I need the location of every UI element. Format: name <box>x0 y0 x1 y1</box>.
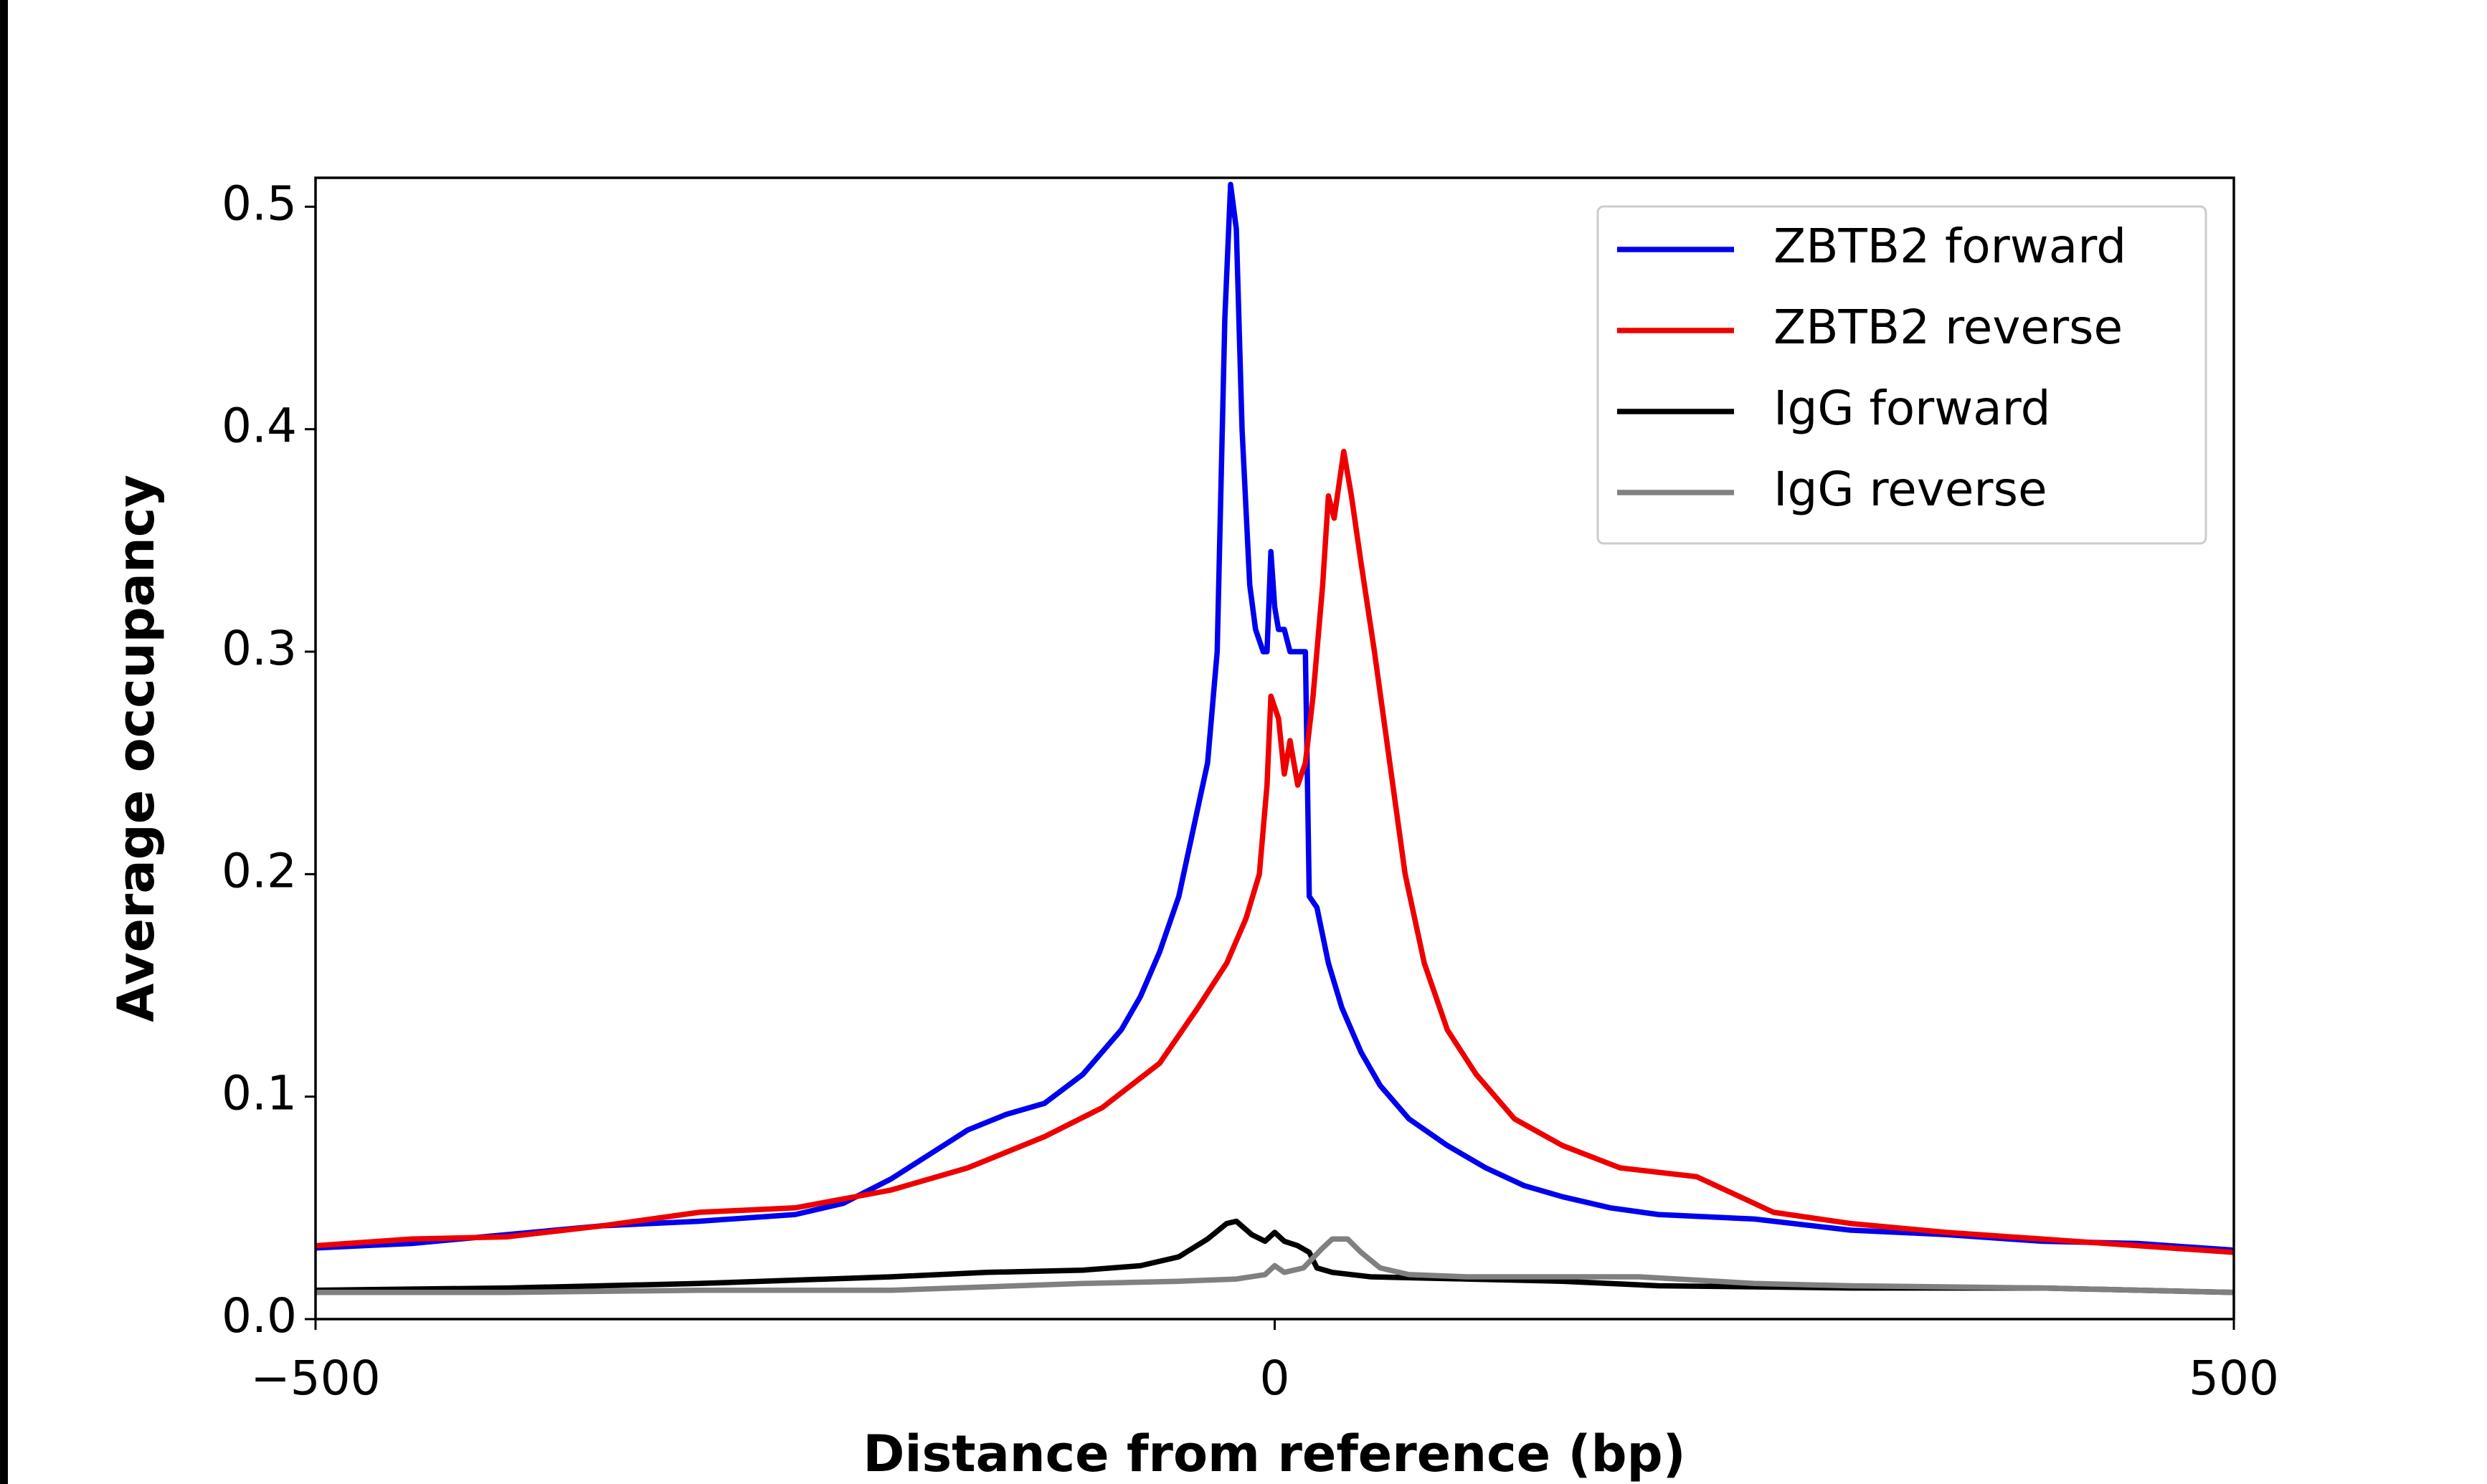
y-tick-label: 0.3 <box>222 621 297 676</box>
y-axis-label: Average occupancy <box>107 475 166 1022</box>
left-border <box>0 0 8 1484</box>
x-tick-label: 500 <box>2189 1351 2279 1406</box>
y-tick-label: 0.4 <box>222 399 297 454</box>
y-tick-label: 0.2 <box>222 843 297 898</box>
legend-box <box>1596 205 2207 545</box>
series-line <box>316 1218 2234 1295</box>
series-line <box>316 448 2234 1255</box>
series-line <box>316 1236 2234 1295</box>
x-tick-label: 0 <box>1260 1351 1290 1406</box>
legend-label: ZBTB2 reverse <box>1773 300 2123 355</box>
y-tick-label: 0.5 <box>222 176 297 231</box>
x-tick-label: −500 <box>250 1351 380 1406</box>
x-axis-label: Distance from reference (bp) <box>863 1424 1685 1483</box>
plot-frame <box>314 176 2235 1321</box>
y-tick-label: 0.0 <box>222 1288 297 1343</box>
y-tick-label: 0.1 <box>222 1066 297 1121</box>
legend-label: IgG reverse <box>1773 462 2047 517</box>
series-line <box>316 181 2234 1253</box>
legend-label: ZBTB2 forward <box>1773 219 2126 274</box>
legend-label: IgG forward <box>1773 381 2051 436</box>
